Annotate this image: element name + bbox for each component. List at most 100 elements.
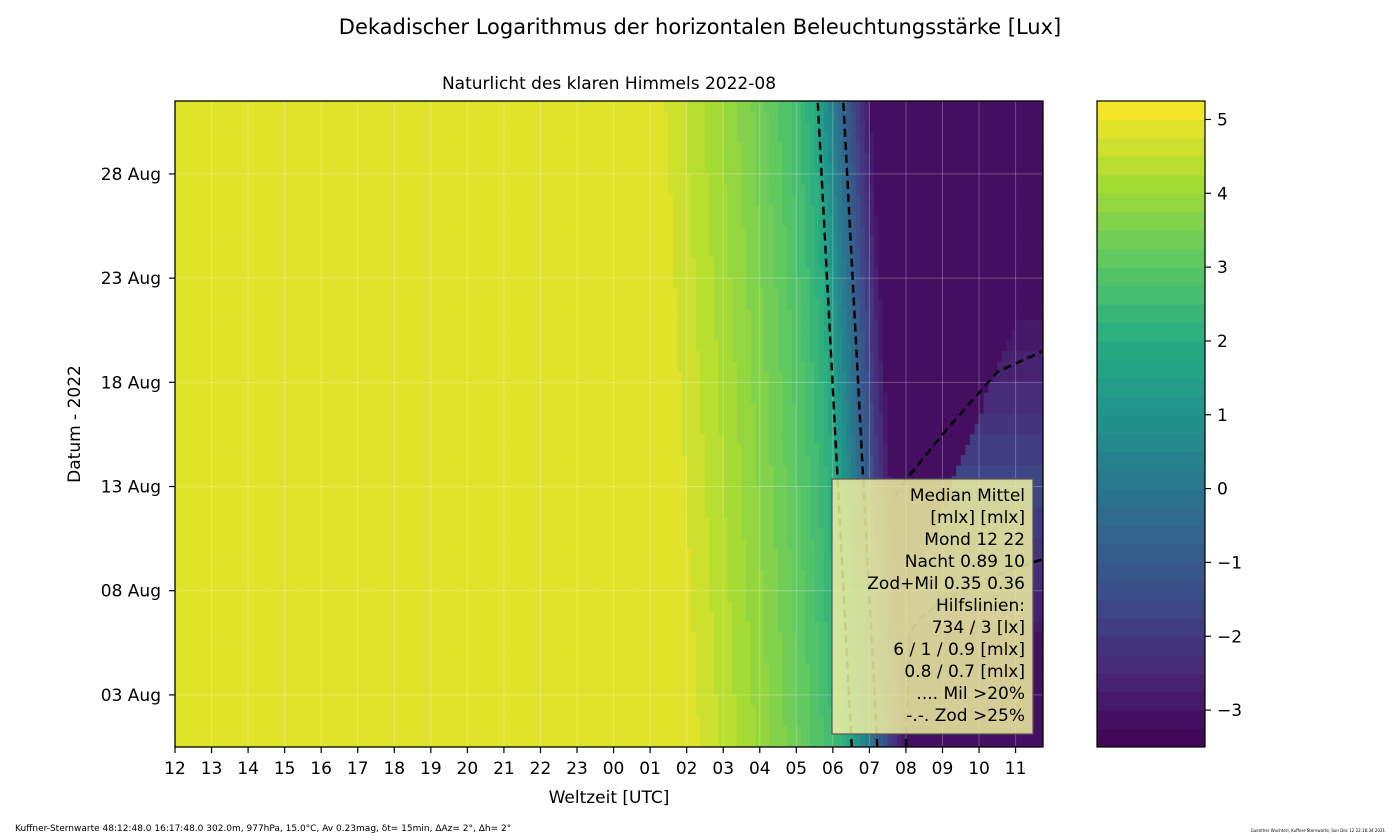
colorbar-band [1097, 137, 1205, 157]
colorbar-tick-label: 4 [1217, 184, 1228, 204]
x-tick-label: 00 [603, 759, 625, 779]
colorbar-band [1097, 101, 1205, 120]
colorbar-band [1097, 673, 1205, 693]
colorbar-tick-label: 2 [1217, 332, 1228, 352]
y-tick-label: 23 Aug [101, 269, 161, 289]
legend-line: Hilfslinien: [936, 596, 1025, 616]
y-axis: 03 Aug 08 Aug 13 Aug 18 Aug 23 Aug 28 Aug [101, 165, 175, 706]
x-tick-label: 11 [1005, 759, 1027, 779]
x-tick-label: 06 [822, 759, 844, 779]
legend-line: Nacht 0.89 10 [905, 552, 1025, 572]
x-tick-label: 09 [932, 759, 954, 779]
colorbar-band [1097, 728, 1205, 748]
x-axis: 12 13 14 15 16 17 18 19 20 21 22 23 00 01 02 03 04 05 06 07… [164, 747, 1026, 779]
legend-line: 0.8 / 0.7 [mlx] [904, 662, 1025, 682]
colorbar-tick-label: −2 [1217, 627, 1242, 647]
y-tick-label: 28 Aug [101, 165, 161, 185]
colorbar-tick-label: −3 [1217, 701, 1242, 721]
colorbar-band [1097, 211, 1205, 231]
colorbar-band [1097, 396, 1205, 416]
colorbar-tick-label: 0 [1217, 480, 1228, 500]
colorbar-band [1097, 119, 1205, 139]
colorbar-band [1097, 580, 1205, 600]
plot-frame [174, 100, 1044, 748]
y-tick-label: 03 Aug [101, 686, 161, 706]
legend-line: .... Mil >20% [916, 684, 1025, 704]
y-axis-label: Datum - 2022 [65, 365, 85, 483]
colorbar-band [1097, 599, 1205, 619]
x-tick-label: 01 [639, 759, 661, 779]
colorbar-band [1097, 174, 1205, 194]
colorbar-tick-label: −1 [1217, 553, 1242, 573]
y-tick-label: 18 Aug [101, 373, 161, 393]
legend-line: 6 / 1 / 0.9 [mlx] [893, 640, 1025, 660]
colorbar-band [1097, 285, 1205, 305]
colorbar-band [1097, 340, 1205, 360]
x-tick-label: 22 [530, 759, 552, 779]
legend-line: [mlx] [mlx] [930, 508, 1025, 528]
legend-line: 734 / 3 [lx] [932, 618, 1025, 638]
legend-line: -.-. Zod >25% [906, 706, 1025, 726]
colorbar-band [1097, 322, 1205, 342]
chart-title: Dekadischer Logarithmus der horizontalen… [339, 15, 1061, 39]
heatmap-field [175, 101, 1043, 747]
x-tick-label: 04 [749, 759, 771, 779]
colorbar-band [1097, 525, 1205, 545]
colorbar-band [1097, 304, 1205, 323]
colorbar-band [1097, 230, 1205, 250]
colorbar-band [1097, 710, 1205, 730]
colorbar-band [1097, 156, 1205, 176]
colorbar-band [1097, 562, 1205, 582]
chart-subtitle: Naturlicht des klaren Himmels 2022-08 [442, 74, 776, 94]
x-tick-label: 18 [383, 759, 405, 779]
x-tick-label: 02 [676, 759, 698, 779]
footer-right: Guenther Wuchterl, Kuffner-Sternwarte, S… [1251, 828, 1386, 833]
x-tick-label: 23 [566, 759, 588, 779]
x-tick-label: 17 [347, 759, 369, 779]
colorbar-band [1097, 543, 1205, 563]
legend-box: Median Mittel[mlx] [mlx]Mond 12 22Nacht … [831, 478, 1034, 735]
legend-line: Mond 12 22 [924, 530, 1025, 550]
legend-line: Median Mittel [910, 486, 1025, 506]
y-tick-label: 13 Aug [101, 478, 161, 498]
colorbar-band [1097, 470, 1205, 490]
colorbar-band [1097, 433, 1205, 453]
legend-line: Zod+Mil 0.35 0.36 [867, 574, 1025, 594]
colorbar-band [1097, 359, 1205, 379]
colorbar-band [1097, 617, 1205, 637]
x-tick-label: 03 [712, 759, 734, 779]
colorbar-band [1097, 654, 1205, 674]
colorbar-band [1097, 414, 1205, 434]
moon-contour-upper [893, 349, 1043, 498]
colorbar: 5 4 3 2 1 0 −1 −2 −3 [1096, 100, 1242, 748]
x-tick-label: 15 [274, 759, 296, 779]
x-tick-label: 21 [493, 759, 515, 779]
y-tick-label: 08 Aug [101, 582, 161, 602]
x-tick-label: 14 [237, 759, 259, 779]
colorbar-band [1097, 193, 1205, 213]
colorbar-band [1097, 267, 1205, 287]
x-tick-label: 08 [895, 759, 917, 779]
colorbar-band [1097, 248, 1205, 268]
x-tick-label: 20 [457, 759, 479, 779]
colorbar-band [1097, 488, 1205, 508]
footer-left: Kuffner-Sternwarte 48:12:48.0 16:17:48.0… [15, 824, 511, 834]
x-tick-label: 07 [859, 759, 881, 779]
plot-area [174, 100, 1044, 748]
x-axis-label: Weltzeit [UTC] [549, 788, 670, 808]
colorbar-tick-label: 1 [1217, 406, 1228, 426]
colorbar-band [1097, 451, 1205, 471]
x-tick-label: 13 [201, 759, 223, 779]
x-tick-label: 12 [164, 759, 186, 779]
colorbar-band [1097, 507, 1205, 527]
colorbar-tick-label: 5 [1217, 110, 1228, 130]
legend-background [831, 478, 1034, 735]
x-tick-label: 16 [310, 759, 332, 779]
colorbar-frame [1096, 100, 1206, 748]
x-tick-label: 05 [785, 759, 807, 779]
colorbar-band [1097, 377, 1205, 397]
colorbar-band [1097, 636, 1205, 656]
x-tick-label: 19 [420, 759, 442, 779]
x-tick-label: 10 [968, 759, 990, 779]
